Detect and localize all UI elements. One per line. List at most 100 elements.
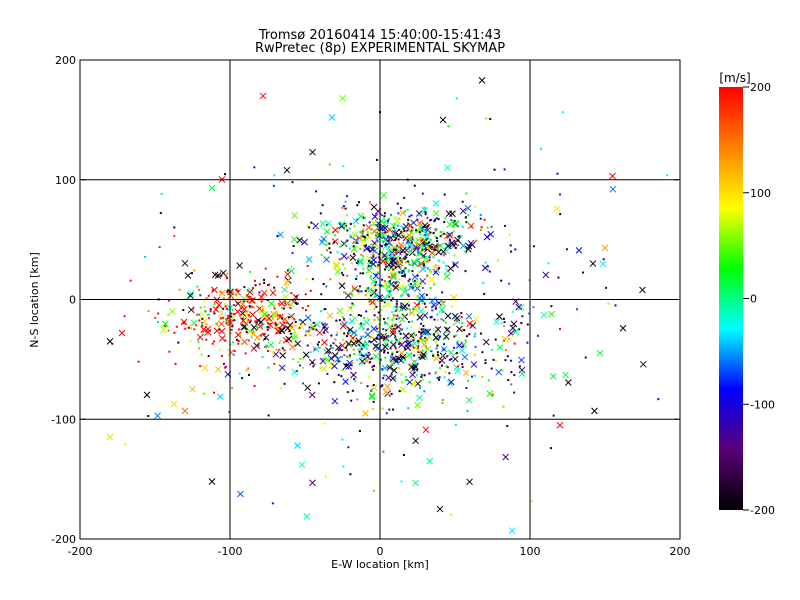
data-point-dot: [461, 363, 464, 366]
data-point-dot: [232, 313, 235, 316]
data-point-x: [434, 326, 442, 333]
data-point-x: [496, 313, 503, 320]
data-point-dot: [448, 358, 451, 361]
data-point-dot: [417, 344, 420, 347]
data-point-x: [234, 288, 242, 296]
data-point-x: [414, 285, 421, 292]
data-point-x: [382, 388, 390, 396]
data-point-x: [208, 478, 216, 485]
data-point-dot: [275, 323, 278, 326]
data-point-x: [508, 527, 516, 534]
data-point-dot: [211, 289, 214, 292]
data-point-dot: [337, 373, 340, 376]
data-point-dot: [351, 320, 354, 323]
data-point-dot: [521, 315, 524, 318]
data-point-x: [253, 334, 261, 341]
data-point-dot: [401, 285, 404, 288]
data-point-dot: [464, 339, 467, 342]
data-point-dot: [408, 304, 411, 307]
data-point-dot: [277, 302, 280, 305]
data-point-dot: [247, 367, 250, 370]
data-point-dot: [398, 257, 401, 260]
data-point-x: [417, 308, 425, 315]
data-point-x: [443, 273, 451, 280]
data-point-dot: [365, 288, 368, 291]
data-point-dot: [298, 326, 301, 329]
data-point-dot: [346, 229, 349, 232]
data-point-x: [350, 245, 358, 253]
x-tick-label: 100: [520, 545, 541, 558]
data-point-dot: [501, 369, 504, 372]
data-point-dot: [276, 275, 279, 278]
data-point-dot: [390, 340, 393, 343]
data-point-dot: [399, 218, 402, 221]
data-point-dot: [442, 261, 445, 264]
data-point-x: [462, 369, 470, 377]
data-point-dot: [433, 283, 436, 286]
data-point-dot: [199, 306, 202, 309]
data-point-dot: [443, 320, 446, 323]
data-point-x: [239, 317, 247, 324]
data-point-dot: [403, 257, 406, 260]
data-point-dot: [253, 384, 256, 387]
data-point-dot: [341, 206, 344, 209]
data-point-dot: [413, 354, 416, 357]
data-point-x: [399, 247, 407, 254]
data-point-dot: [315, 226, 318, 229]
data-point-dot: [412, 239, 415, 242]
data-point-dot: [294, 321, 297, 324]
data-point-dot: [385, 335, 388, 338]
data-point-dot: [417, 224, 420, 227]
data-point-dot: [290, 292, 293, 295]
data-point-dot: [414, 333, 417, 336]
data-point-dot: [424, 306, 427, 309]
data-point-x: [461, 353, 469, 361]
data-point-dot: [442, 254, 445, 257]
data-point-dot: [402, 227, 405, 230]
data-point-x: [371, 247, 379, 255]
data-point-dot: [391, 353, 394, 356]
data-point-dot: [402, 236, 405, 239]
data-point-dot: [309, 341, 312, 344]
data-point-dot: [377, 311, 380, 314]
data-point-dot: [503, 168, 506, 171]
data-point-x: [246, 288, 254, 296]
data-point-dot: [389, 235, 392, 238]
data-point-dot: [226, 290, 229, 293]
data-point-dot: [398, 390, 401, 393]
data-point-dot: [392, 327, 395, 330]
data-point-dot: [325, 249, 328, 252]
data-point-dot: [432, 353, 435, 356]
data-point-dot: [352, 348, 355, 351]
data-point-dot: [433, 318, 436, 321]
data-point-dot: [398, 330, 401, 333]
data-point-dot: [383, 240, 386, 243]
data-point-x: [447, 349, 455, 357]
data-point-dot: [508, 233, 511, 236]
data-point-dot: [450, 233, 453, 236]
data-point-dot: [341, 438, 344, 441]
data-point-dot: [426, 225, 429, 228]
data-point-dot: [346, 274, 349, 277]
data-point-x: [486, 390, 494, 398]
data-point-x: [432, 209, 440, 217]
data-point-x: [385, 283, 392, 290]
data-point-x: [542, 271, 550, 279]
data-point-dot: [416, 274, 419, 277]
data-point-dot: [357, 288, 360, 291]
data-point-dot: [420, 373, 423, 376]
data-point-dot: [423, 302, 426, 305]
data-point-dot: [513, 342, 516, 345]
data-point-dot: [434, 371, 437, 374]
data-point-dot: [390, 213, 393, 216]
data-point-dot: [404, 358, 407, 361]
data-point-x: [402, 332, 410, 340]
data-point-x: [284, 324, 292, 332]
data-point-x: [302, 351, 310, 359]
data-point-dot: [417, 247, 420, 250]
data-point-dot: [432, 333, 435, 336]
data-point-dot: [510, 383, 513, 386]
data-point-dot: [357, 201, 360, 204]
data-point-dot: [425, 260, 428, 263]
data-point-dot: [438, 367, 441, 370]
